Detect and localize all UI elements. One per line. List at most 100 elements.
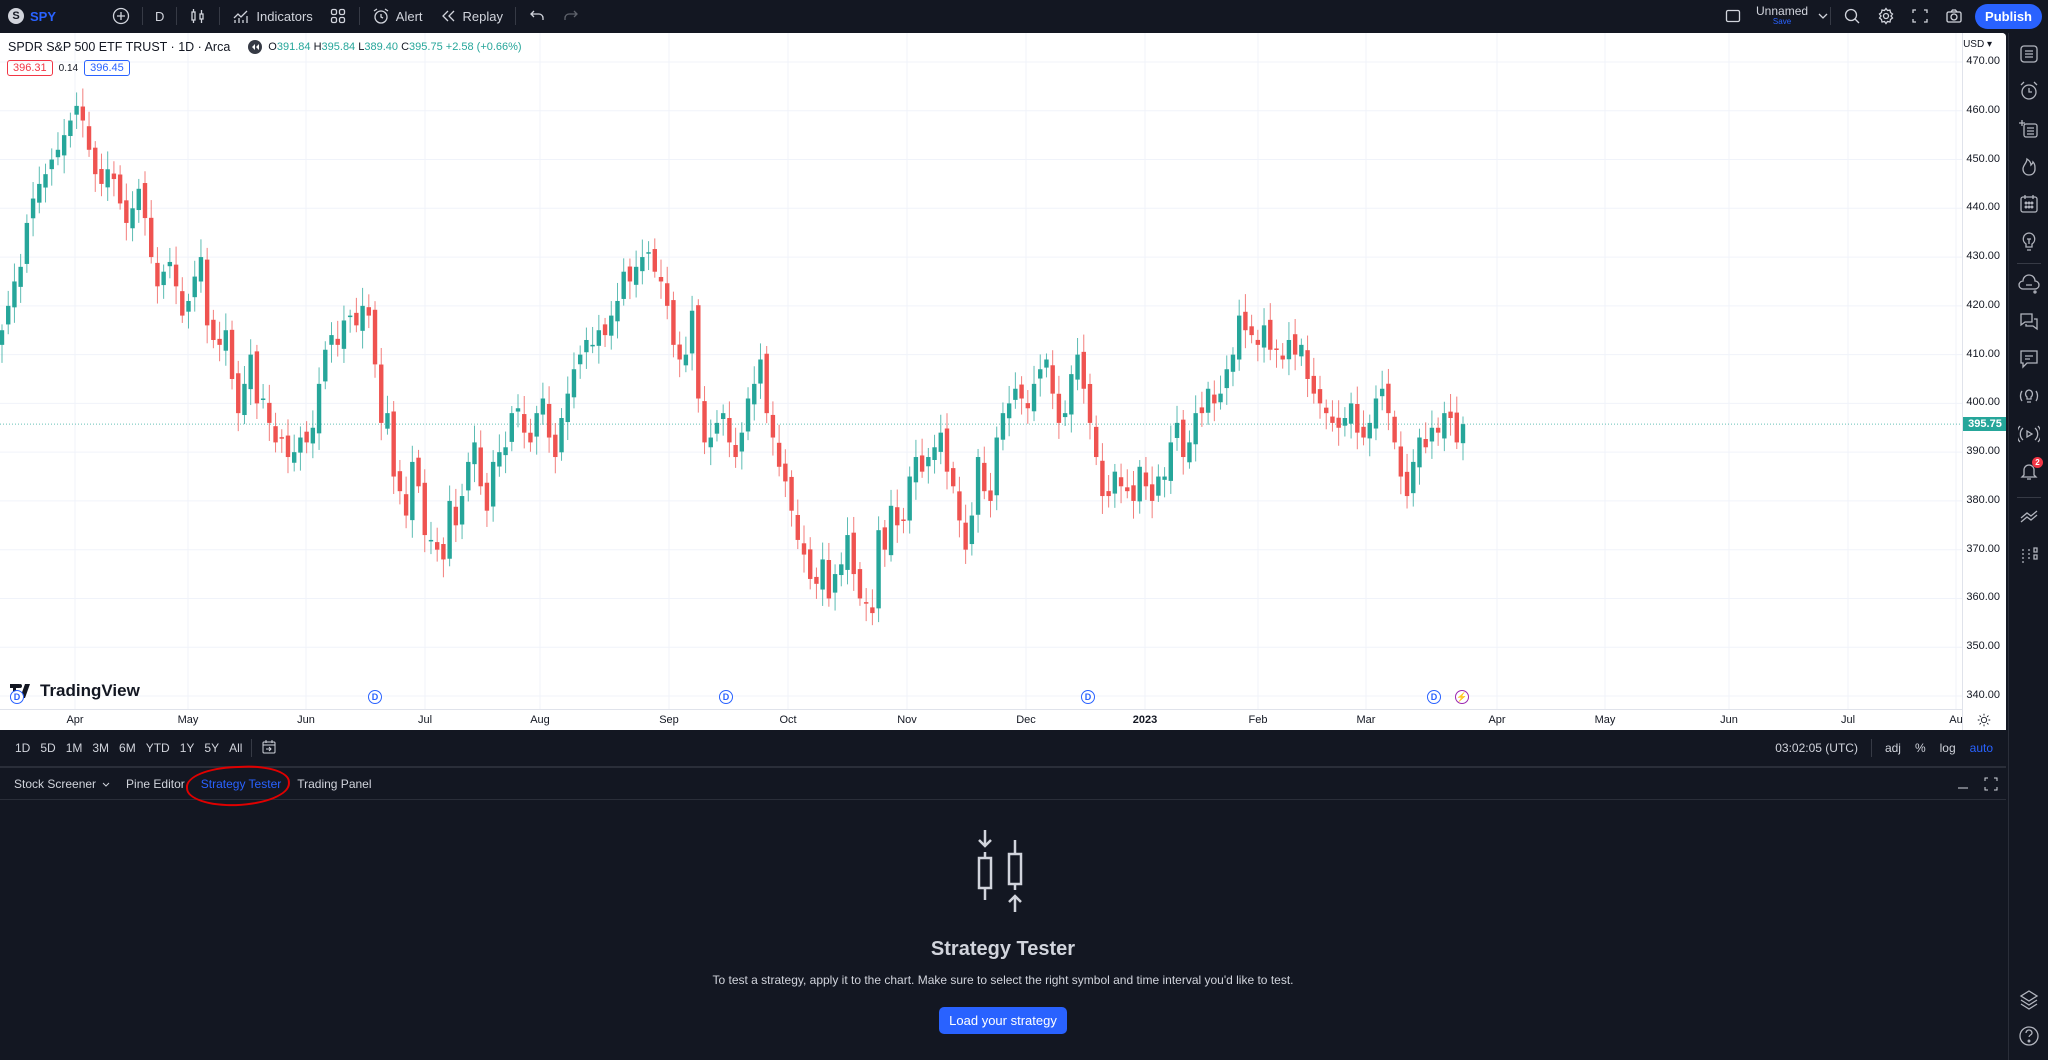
time-tick-label: Nov bbox=[897, 714, 917, 726]
price-tick-label: 460.00 bbox=[1966, 103, 2000, 116]
chevron-down-icon bbox=[102, 782, 110, 787]
templates-button[interactable] bbox=[321, 0, 355, 32]
replay-button[interactable]: Replay bbox=[431, 0, 511, 32]
snapshot-button[interactable] bbox=[1937, 0, 1971, 32]
tradingview-logo[interactable]: TradingView bbox=[10, 681, 140, 701]
range-3m[interactable]: 3M bbox=[92, 741, 110, 755]
hotlist-flame-icon[interactable] bbox=[2018, 155, 2040, 177]
empty-description: To test a strategy, apply it to the char… bbox=[712, 973, 1294, 987]
range-1y[interactable]: 1Y bbox=[179, 741, 195, 755]
undo-button[interactable] bbox=[520, 0, 554, 32]
save-link[interactable]: Save bbox=[1772, 16, 1792, 26]
range-5d[interactable]: 5D bbox=[40, 741, 56, 755]
dividend-event-icon[interactable]: D bbox=[10, 690, 24, 704]
price-tick-label: 440.00 bbox=[1966, 201, 2000, 214]
dividend-event-icon[interactable]: D bbox=[368, 690, 382, 704]
broadcast-icon[interactable] bbox=[2016, 423, 2042, 445]
percent-toggle[interactable]: % bbox=[1914, 741, 1926, 755]
spread-value: 0.14 bbox=[58, 62, 79, 74]
redo-button[interactable] bbox=[554, 0, 588, 32]
price-axis[interactable]: USD ▾ 470.00 460.00 450.00 440.00 430.00 420.… bbox=[1962, 33, 2006, 730]
time-tick-label: Apr bbox=[1488, 714, 1506, 726]
range-1d[interactable]: 1D bbox=[15, 741, 31, 755]
add-list-icon[interactable] bbox=[2018, 118, 2040, 140]
camera-icon bbox=[1945, 7, 1963, 25]
sell-price-button[interactable]: 396.31 bbox=[7, 60, 53, 76]
undo-icon bbox=[528, 7, 546, 25]
rewind-icon[interactable] bbox=[248, 40, 263, 54]
time-axis[interactable]: Apr May Jun Jul Aug Sep Oct Nov Dec 2023 Feb Mar Apr… bbox=[0, 709, 1963, 730]
goto-date-button[interactable] bbox=[256, 735, 282, 762]
split-event-icon[interactable]: ⚡ bbox=[1455, 690, 1469, 704]
chart-legend: SPDR S&P 500 ETF TRUST · 1D · Arca O391.… bbox=[8, 40, 522, 54]
symbol-title: SPDR S&P 500 ETF TRUST · 1D · Arca bbox=[8, 40, 231, 54]
minimize-panel-icon[interactable] bbox=[1956, 777, 1970, 791]
clock-time[interactable]: 03:02:05 (UTC) bbox=[1775, 741, 1858, 755]
price-tick-label: 340.00 bbox=[1966, 689, 2000, 701]
range-6m[interactable]: 6M bbox=[119, 741, 136, 755]
tab-trading-panel[interactable]: Trading Panel bbox=[297, 776, 372, 791]
log-toggle[interactable]: log bbox=[1939, 741, 1956, 755]
range-ytd[interactable]: YTD bbox=[145, 741, 170, 755]
calendar-icon[interactable] bbox=[2018, 193, 2040, 215]
watchlist-icon[interactable] bbox=[2018, 43, 2040, 65]
publish-button[interactable]: Publish bbox=[1975, 3, 2042, 29]
replay-icon bbox=[439, 7, 457, 25]
adj-toggle[interactable]: adj bbox=[1884, 741, 1901, 755]
divider bbox=[2017, 263, 2041, 264]
alarm-clock-icon[interactable] bbox=[2018, 80, 2040, 102]
tab-stock-screener[interactable]: Stock Screener bbox=[6, 768, 118, 800]
range-5y[interactable]: 5Y bbox=[204, 741, 220, 755]
dom-icon[interactable] bbox=[2018, 544, 2040, 566]
axis-settings-gear-icon[interactable] bbox=[1976, 712, 1992, 728]
object-tree-icon[interactable] bbox=[2018, 988, 2040, 1010]
price-pane[interactable]: SPDR S&P 500 ETF TRUST · 1D · Arca O391.… bbox=[0, 33, 1962, 709]
brand-name: TradingView bbox=[40, 681, 140, 700]
notifications-bell-icon[interactable]: 2 bbox=[2018, 457, 2043, 482]
time-tick-label: Feb bbox=[1248, 714, 1268, 726]
collapse-icon[interactable] bbox=[2018, 507, 2040, 529]
search-button[interactable] bbox=[1835, 0, 1869, 32]
currency-select[interactable]: USD ▾ bbox=[1963, 39, 1992, 50]
time-tick-label: May bbox=[1594, 714, 1616, 726]
compare-button[interactable] bbox=[104, 0, 138, 32]
maximize-panel-icon[interactable] bbox=[1984, 777, 1998, 791]
chevron-down-icon[interactable] bbox=[1814, 7, 1828, 25]
ohlc-values: O391.84 H395.84 L389.40 C395.75 +2.58 (+… bbox=[268, 41, 522, 53]
interval-button[interactable]: D bbox=[155, 8, 165, 24]
layout-name[interactable]: Unnamed Save bbox=[1750, 5, 1814, 27]
price-tick-label: 420.00 bbox=[1966, 298, 2000, 311]
settings-button[interactable] bbox=[1869, 0, 1903, 32]
indicators-button[interactable]: Indicators bbox=[224, 0, 320, 32]
tab-pine-editor[interactable]: Pine Editor bbox=[126, 776, 185, 791]
divider bbox=[1830, 7, 1832, 25]
dividend-event-icon[interactable]: D bbox=[1427, 690, 1441, 704]
dividend-event-icon[interactable]: D bbox=[719, 690, 733, 704]
ideas-lightbulb-icon[interactable] bbox=[2018, 230, 2040, 252]
range-all[interactable]: All bbox=[229, 741, 243, 755]
tab-strategy-tester[interactable]: Strategy Tester bbox=[185, 763, 291, 808]
alert-button[interactable]: Alert bbox=[364, 0, 431, 32]
dividend-event-icon[interactable]: D bbox=[1081, 690, 1095, 704]
candlestick-chart[interactable] bbox=[0, 33, 1962, 709]
layout-select-button[interactable] bbox=[1716, 0, 1750, 32]
messages-icon[interactable] bbox=[2018, 348, 2040, 370]
fullscreen-button[interactable] bbox=[1903, 0, 1937, 32]
chats-icon[interactable] bbox=[2018, 310, 2040, 332]
chart-type-button[interactable] bbox=[181, 0, 215, 32]
buy-price-button[interactable]: 396.45 bbox=[84, 60, 130, 76]
fullscreen-icon bbox=[1911, 7, 1929, 25]
chart-area[interactable]: SPDR S&P 500 ETF TRUST · 1D · Arca O391.… bbox=[0, 33, 2006, 730]
streams-icon[interactable] bbox=[2018, 385, 2040, 407]
range-1m[interactable]: 1M bbox=[65, 741, 83, 755]
replay-label: Replay bbox=[462, 8, 503, 24]
time-tick-label: 2023 bbox=[1132, 714, 1158, 726]
help-icon[interactable] bbox=[2018, 1025, 2040, 1047]
chat-cloud-icon[interactable] bbox=[2018, 273, 2040, 295]
load-strategy-button[interactable]: Load your strategy bbox=[939, 1007, 1067, 1034]
layout-square-icon bbox=[1724, 7, 1742, 25]
symbol-search[interactable]: S SPY bbox=[0, 0, 64, 32]
notification-count-badge: 2 bbox=[2032, 457, 2043, 468]
grid-icon bbox=[329, 7, 347, 25]
auto-toggle[interactable]: auto bbox=[1969, 741, 1993, 755]
